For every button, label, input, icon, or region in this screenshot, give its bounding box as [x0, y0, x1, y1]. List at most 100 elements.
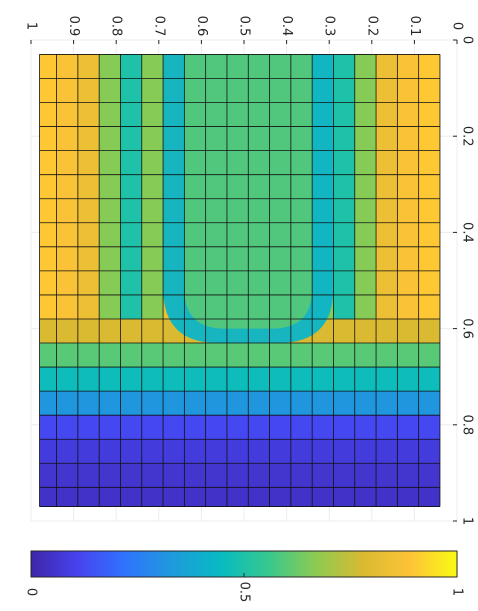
heatmap-cell	[56, 198, 78, 223]
heatmap-cell	[333, 343, 355, 368]
heatmap-cell	[397, 102, 419, 127]
heatmap-cell	[99, 415, 121, 440]
heatmap-cell	[248, 463, 270, 488]
heatmap-cell	[333, 78, 355, 103]
heatmap-cell	[376, 270, 398, 295]
heatmap-cell	[333, 415, 355, 440]
heatmap-cell	[120, 463, 142, 488]
heatmap-cell	[184, 439, 206, 464]
heatmap-cell	[376, 102, 398, 127]
x-tick-label: 0.2	[364, 16, 379, 37]
heatmap-cell	[39, 487, 57, 507]
heatmap-cell	[77, 198, 100, 223]
heatmap-cell	[418, 487, 440, 507]
heatmap-cell	[354, 174, 377, 199]
heatmap-cell	[333, 487, 355, 507]
heatmap-cell	[120, 294, 142, 319]
heatmap-cell	[418, 246, 440, 271]
heatmap-cell	[141, 198, 164, 223]
heatmap-cell	[418, 367, 440, 392]
heatmap-cell	[205, 391, 227, 416]
heatmap-cell	[248, 439, 270, 464]
heatmap-cell	[77, 102, 100, 127]
heatmap-cell	[418, 174, 440, 199]
heatmap-cell	[269, 439, 291, 464]
heatmap-cell	[333, 270, 355, 295]
heatmap-cell	[39, 343, 57, 368]
heatmap-cell	[184, 367, 206, 392]
x-tick-label: 0.5	[237, 16, 252, 37]
heatmap-cell	[418, 294, 440, 319]
heatmap-cell	[397, 126, 419, 151]
heatmap-cell	[312, 439, 334, 464]
heatmap-cell	[397, 367, 419, 392]
heatmap-cell	[354, 367, 377, 392]
colorbar-tick-label: 0.5	[237, 582, 252, 603]
heatmap-cell	[397, 54, 419, 79]
heatmap-cell	[312, 391, 334, 416]
heatmap-cell	[141, 78, 164, 103]
heatmap-cell	[99, 318, 121, 344]
heatmap-cell	[39, 102, 57, 127]
heatmap-cell	[56, 150, 78, 175]
heatmap-cell	[141, 343, 164, 368]
heatmap-cell	[120, 126, 142, 151]
heatmap-cell	[376, 391, 398, 416]
heatmap-cell	[39, 246, 57, 271]
heatmap-cell	[120, 487, 142, 507]
heatmap-cell	[39, 439, 57, 464]
heatmap-cell	[163, 463, 185, 488]
heatmap-cell	[205, 343, 227, 368]
heatmap-cell	[77, 126, 100, 151]
heatmap-cell	[397, 415, 419, 440]
heatmap-cell	[99, 270, 121, 295]
heatmap-cell	[77, 150, 100, 175]
heatmap-cell	[120, 343, 142, 368]
heatmap-cell	[376, 198, 398, 223]
heatmap-cell	[248, 487, 270, 507]
heatmap-cell	[354, 487, 377, 507]
heatmap-cell	[376, 343, 398, 368]
heatmap-cell	[269, 343, 291, 368]
heatmap-cell	[99, 198, 121, 223]
heatmap-cell	[312, 343, 334, 368]
heatmap-cell	[418, 102, 440, 127]
heatmap-cell	[120, 102, 142, 127]
heatmap-cell	[163, 391, 185, 416]
x-tick-label: 0.6	[194, 16, 209, 37]
heatmap-cell	[354, 54, 377, 79]
heatmap-cell	[354, 318, 377, 344]
heatmap-cell	[163, 367, 185, 392]
heatmap-cell	[376, 174, 398, 199]
heatmap-cell	[248, 415, 270, 440]
heatmap-cell	[333, 174, 355, 199]
heatmap-cell	[184, 463, 206, 488]
x-tick-label: 0.1	[407, 16, 422, 37]
heatmap-cell	[333, 246, 355, 271]
heatmap-cell	[141, 54, 164, 79]
heatmap-cell	[376, 54, 398, 79]
heatmap-cell	[290, 439, 313, 464]
heatmap-cell	[39, 54, 57, 79]
heatmap-cell	[205, 367, 227, 392]
heatmap-cell	[397, 391, 419, 416]
heatmap-cell	[333, 222, 355, 247]
heatmap-cell	[376, 318, 398, 344]
heatmap-cell	[39, 463, 57, 488]
heatmap-cell	[120, 222, 142, 247]
heatmap-cell	[205, 439, 227, 464]
heatmap-cell	[226, 487, 249, 507]
heatmap-cell	[397, 150, 419, 175]
heatmap-cell	[397, 463, 419, 488]
heatmap-cell	[376, 487, 398, 507]
heatmap-cell	[418, 78, 440, 103]
heatmap-cell	[333, 102, 355, 127]
x-tick-label: 0.9	[66, 16, 81, 37]
heatmap-cell	[120, 367, 142, 392]
heatmap-cell	[354, 102, 377, 127]
heatmap-cell	[397, 294, 419, 319]
heatmap-cell	[56, 463, 78, 488]
heatmap-cell	[418, 343, 440, 368]
heatmap-cell	[77, 343, 100, 368]
heatmap-cell	[248, 343, 270, 368]
